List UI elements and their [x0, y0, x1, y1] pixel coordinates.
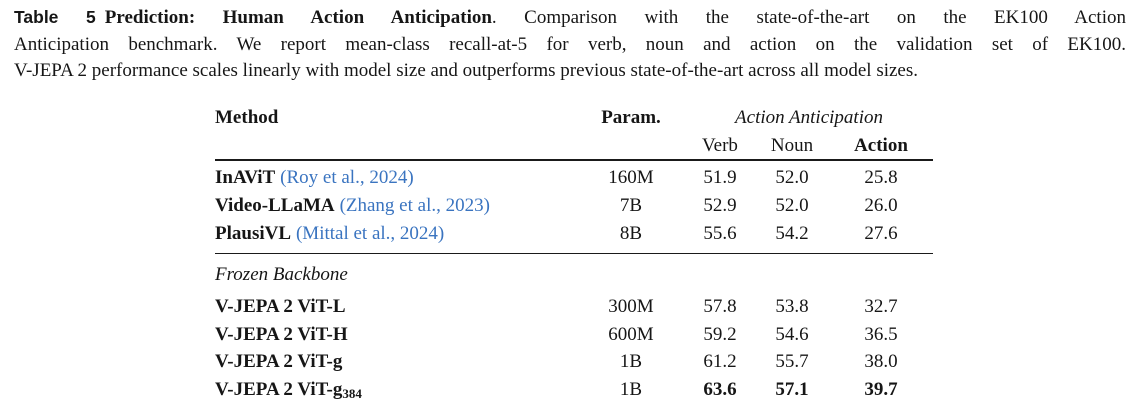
noun-cell: 52.0: [775, 167, 809, 188]
noun-cell: 55.7: [775, 351, 809, 372]
method-cell: V-JEPA 2 ViT-H: [215, 323, 348, 345]
action-cell: 26.0: [864, 195, 898, 216]
method-cell: V-JEPA 2 ViT-g384: [215, 376, 577, 404]
col-group-header-action-anticipation: Action Anticipation: [735, 107, 883, 128]
method-cell: V-JEPA 2 ViT-g: [215, 351, 343, 372]
caption-line-3: V-JEPA 2 performance scales linearly wit…: [14, 60, 919, 81]
citation-link[interactable]: (Roy et al., 2024): [280, 167, 414, 188]
table-row: V-JEPA 2 ViT-L 300M 57.8 53.8 32.7: [215, 293, 933, 321]
noun-cell: 54.6: [775, 323, 809, 345]
noun-cell: 52.0: [775, 195, 809, 216]
col-header-method: Method: [215, 107, 279, 128]
param-cell: 7B: [619, 195, 643, 216]
param-cell: 1B: [619, 351, 643, 372]
verb-cell: 61.2: [703, 351, 737, 372]
method-subscript: 384: [342, 385, 362, 401]
method-cell: InAViT (Roy et al., 2024): [215, 164, 577, 192]
table-caption: Table 5 Prediction: Human Action Anticipa…: [14, 4, 1126, 85]
vjepa-group: V-JEPA 2 ViT-L 300M 57.8 53.8 32.7 V-JEP…: [215, 293, 933, 403]
caption-line-1: Table 5 Prediction: Human Action Anticipa…: [14, 4, 1126, 32]
table-row: Video-LLaMA (Zhang et al., 2023) 7B 52.9 …: [215, 192, 933, 220]
verb-cell: 63.6: [703, 378, 737, 400]
method-cell: PlausiVL (Mittal et al., 2024): [215, 220, 577, 248]
param-cell: 160M: [608, 167, 654, 188]
col-header-action: Action: [854, 135, 908, 156]
results-table: Method Param. Action Anticipation Verb N…: [215, 104, 933, 403]
col-header-verb: Verb: [702, 135, 738, 156]
caption-line-2: Anticipation benchmark. We report mean-c…: [14, 33, 1126, 55]
sota-group: InAViT (Roy et al., 2024) 160M 51.9 52.0 …: [215, 161, 933, 253]
verb-cell: 52.9: [703, 195, 737, 216]
col-header-noun: Noun: [770, 135, 814, 156]
table-number-label: Table 5: [14, 7, 96, 27]
noun-cell: 57.1: [775, 378, 809, 400]
method-name: InAViT: [215, 167, 276, 188]
action-cell: 36.5: [864, 323, 898, 345]
method-name: Video-LLaMA: [215, 195, 335, 216]
table-mid-rule: [215, 253, 933, 254]
method-cell: Video-LLaMA (Zhang et al., 2023): [215, 192, 577, 220]
param-cell: 8B: [619, 223, 643, 244]
action-cell: 39.7: [864, 378, 898, 400]
action-cell: 27.6: [864, 223, 898, 244]
noun-cell: 54.2: [775, 223, 809, 244]
noun-cell: 53.8: [775, 296, 809, 317]
section-label-frozen-backbone: Frozen Backbone: [215, 264, 348, 285]
verb-cell: 59.2: [703, 323, 737, 345]
table-header-row-1: Method Param. Action Anticipation: [215, 104, 933, 132]
action-cell: 25.8: [864, 167, 898, 188]
method-name: PlausiVL: [215, 223, 292, 244]
caption-title: Prediction: Human Action Anticipation: [104, 7, 492, 28]
table-row: V-JEPA 2 ViT-H 600M 59.2 54.6 36.5: [215, 321, 933, 349]
col-header-param: Param.: [601, 107, 661, 128]
table-row: V-JEPA 2 ViT-g 1B 61.2 55.7 38.0: [215, 348, 933, 376]
method-cell: V-JEPA 2 ViT-L: [215, 296, 346, 317]
param-cell: 600M: [608, 323, 654, 345]
table-header-row-2: Verb Noun Action: [215, 132, 933, 159]
caption-text-1: . Comparison with the state-of-the-art o…: [491, 7, 1126, 28]
param-cell: 300M: [608, 296, 654, 317]
verb-cell: 57.8: [703, 296, 737, 317]
action-cell: 32.7: [864, 296, 898, 317]
citation-link[interactable]: (Mittal et al., 2024): [295, 223, 445, 244]
verb-cell: 55.6: [703, 223, 737, 244]
param-cell: 1B: [619, 378, 643, 400]
action-cell: 38.0: [864, 351, 898, 372]
method-name: V-JEPA 2 ViT-g: [215, 378, 343, 400]
verb-cell: 51.9: [703, 167, 737, 188]
table-top-rule: [215, 159, 933, 161]
table-row: V-JEPA 2 ViT-g384 1B 63.6 57.1 39.7: [215, 376, 933, 404]
table-row: PlausiVL (Mittal et al., 2024) 8B 55.6 54…: [215, 220, 933, 248]
citation-link[interactable]: (Zhang et al., 2023): [339, 195, 490, 216]
table-row: InAViT (Roy et al., 2024) 160M 51.9 52.0 …: [215, 164, 933, 192]
